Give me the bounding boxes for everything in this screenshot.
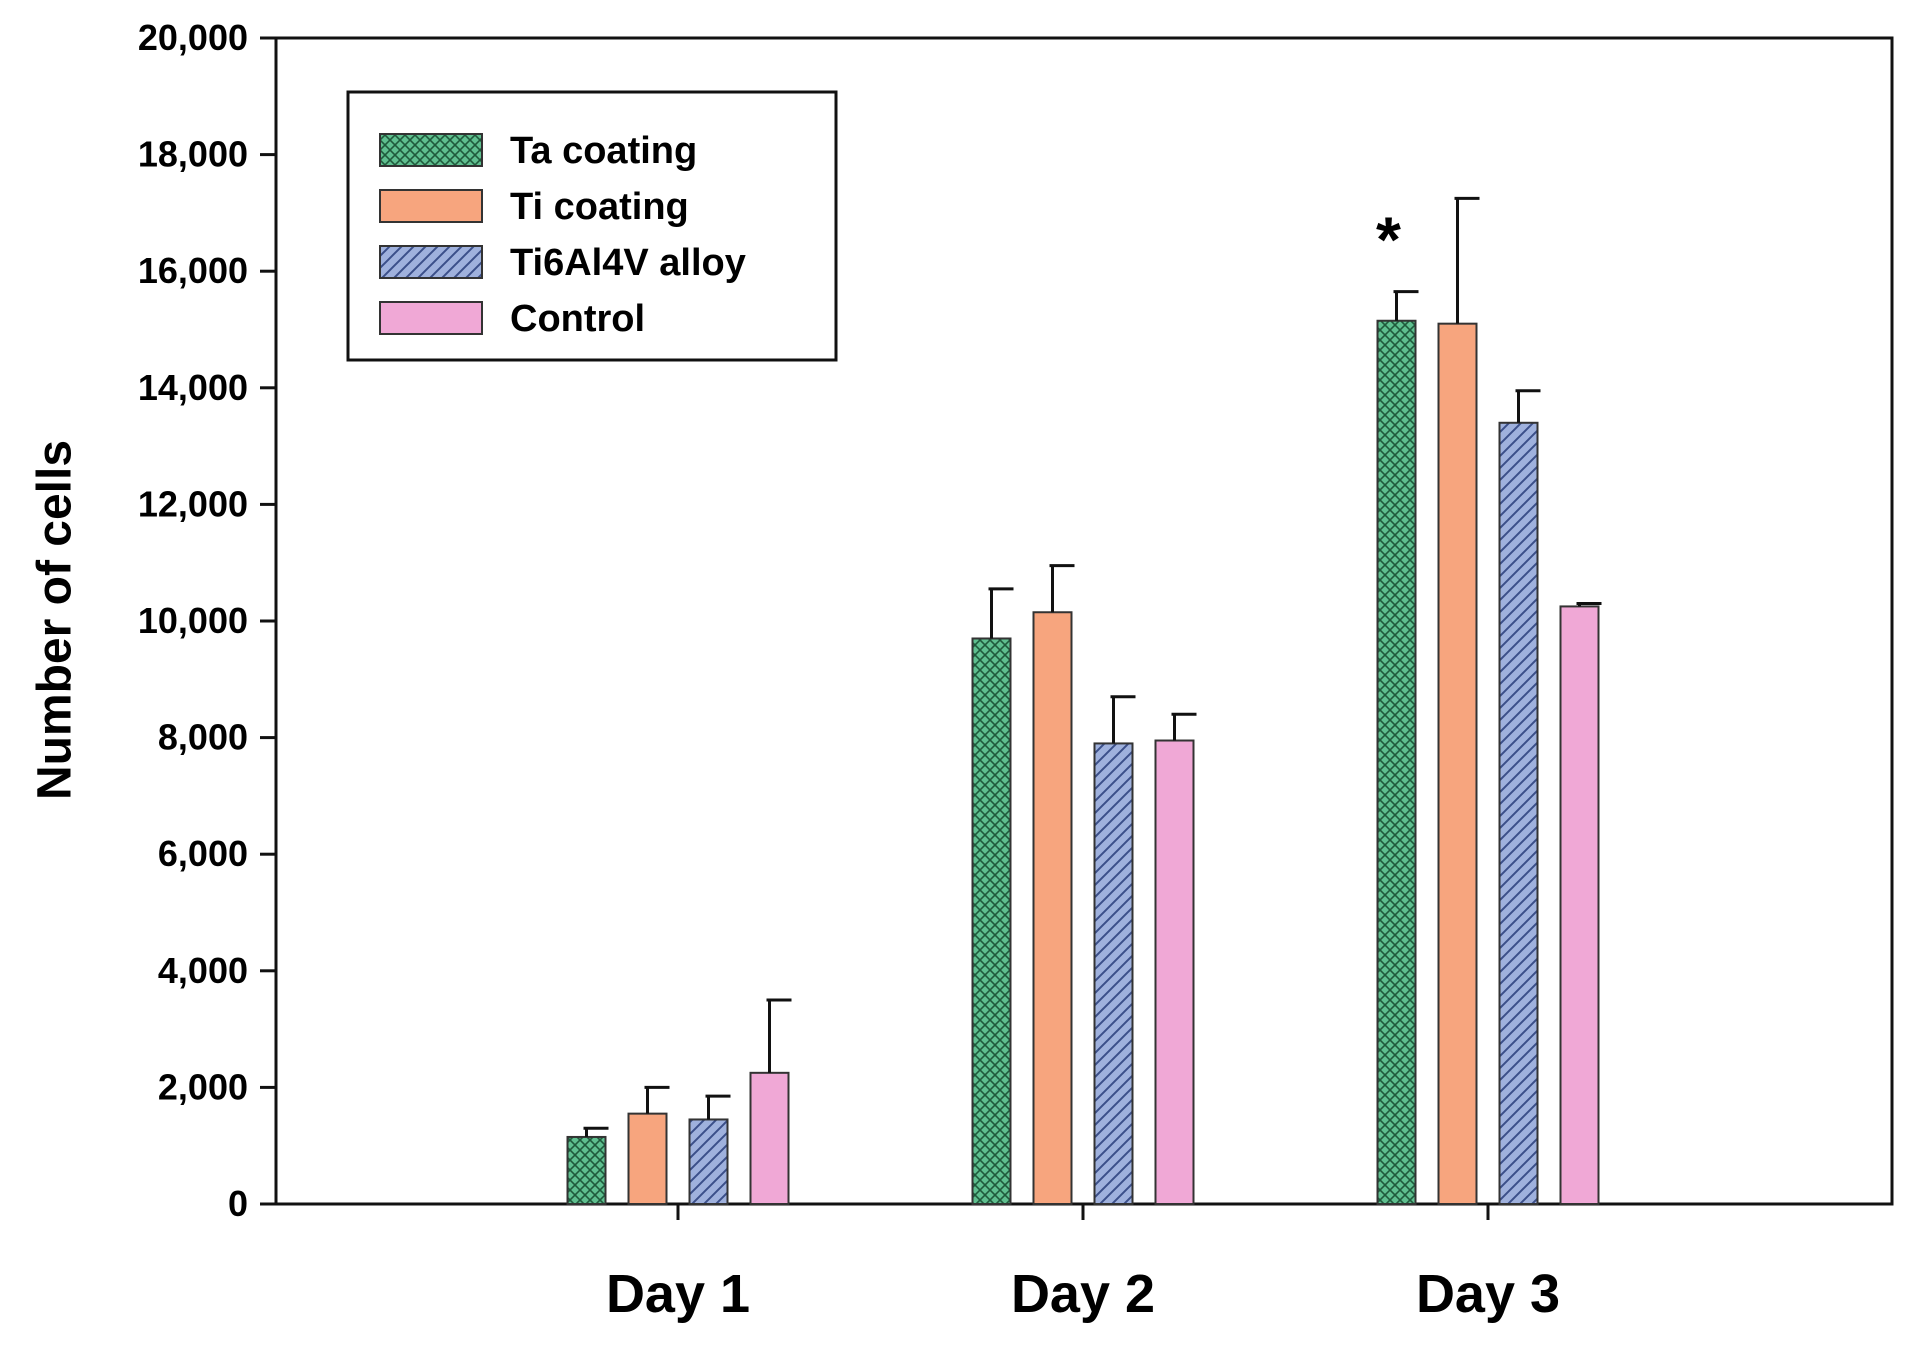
y-tick-label: 20,000 [138,17,248,58]
bar [971,637,1012,1205]
bar [1437,322,1478,1206]
legend-label: Ti6Al4V alloy [510,242,746,284]
bar [566,1135,607,1205]
bar [1093,742,1134,1205]
y-tick-label: 6,000 [158,833,248,874]
bar [1376,319,1417,1205]
bar [1559,605,1600,1205]
y-tick-label: 12,000 [138,483,248,524]
bar [627,1112,668,1206]
y-tick-label: 14,000 [138,367,248,408]
legend-swatch [379,189,483,223]
legend-swatch [379,245,483,279]
legend-label: Ta coating [510,130,697,172]
legend-swatch [379,133,483,167]
x-tick-label: Day 3 [1416,1264,1560,1324]
bars [566,196,1602,1206]
bar [1032,611,1073,1205]
annotations: * [1376,204,1401,276]
x-tick-label: Day 1 [606,1264,750,1324]
y-tick-label: 10,000 [138,600,248,641]
x-axis: Day 1 Day 2 Day 3 [606,1204,1560,1324]
y-axis-label: Number of cells [29,440,82,800]
y-tick-label: 2,000 [158,1066,248,1107]
bar [749,1071,790,1205]
y-tick-label: 8,000 [158,717,248,758]
y-axis: 0 2,000 4,000 6,000 8,000 10,000 12,000 14,000 1… [138,17,276,1224]
y-tick-label: 16,000 [138,250,248,291]
y-tick-label: 18,000 [138,134,248,175]
bar [1154,739,1195,1205]
significance-marker: * [1376,204,1401,276]
y-tick-label: 4,000 [158,950,248,991]
bar [688,1118,729,1205]
legend-label: Ti coating [510,186,689,228]
legend-swatch [379,301,483,335]
bar [1498,421,1539,1205]
x-tick-label: Day 2 [1011,1264,1155,1324]
legend-label: Control [510,298,645,340]
legend: Ta coating Ti coating Ti6Al4V alloy Control [346,90,838,362]
y-tick-label: 0 [228,1183,248,1224]
